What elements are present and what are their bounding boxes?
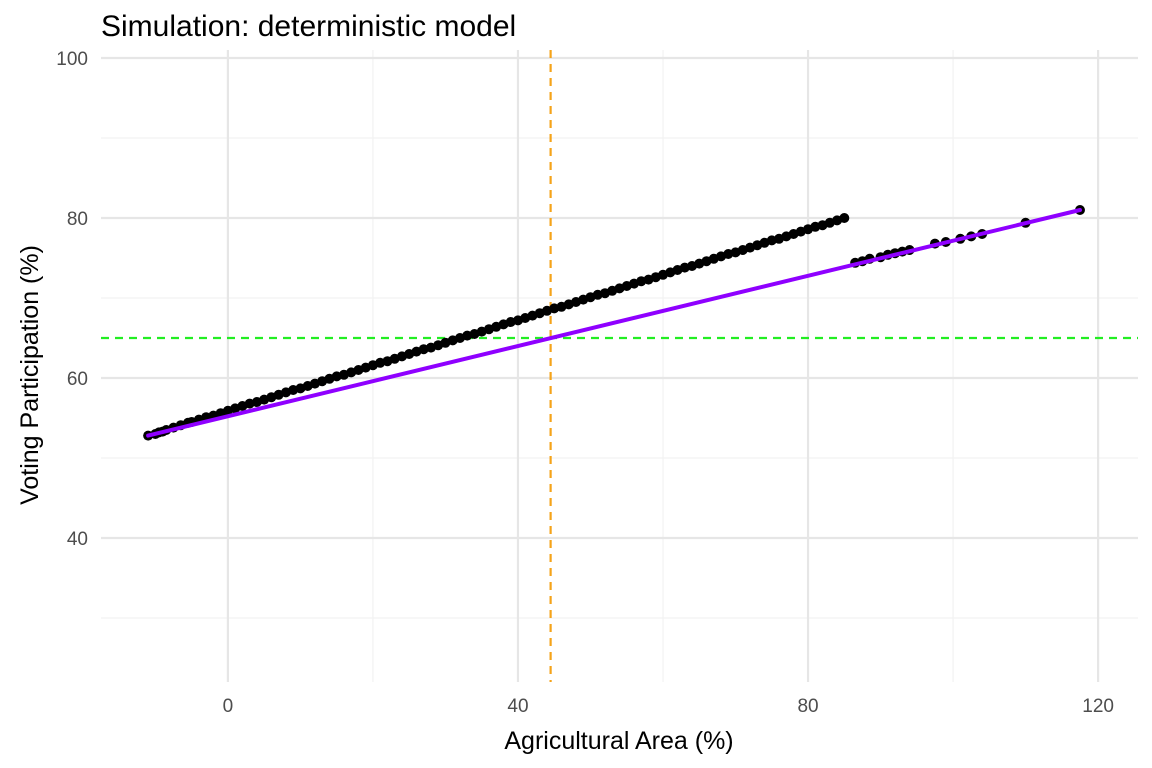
grid-layer xyxy=(101,50,1138,682)
y-tick-label: 40 xyxy=(67,529,88,550)
y-axis-title: Voting Participation (%) xyxy=(16,245,44,505)
y-tick-label: 80 xyxy=(67,209,88,230)
x-tick-label: 80 xyxy=(797,696,818,717)
y-tick-label: 100 xyxy=(56,49,88,70)
chart-title: Simulation: deterministic model xyxy=(101,10,517,43)
x-tick-label: 120 xyxy=(1082,696,1114,717)
x-axis-title: Agricultural Area (%) xyxy=(504,727,733,755)
y-tick-label: 60 xyxy=(67,369,88,390)
tick-labels: 0 40 80 120 40 60 80 100 xyxy=(56,49,1114,717)
fit-line xyxy=(146,208,1082,438)
x-tick-label: 40 xyxy=(507,696,528,717)
x-tick-label: 0 xyxy=(223,696,234,717)
data-point xyxy=(839,213,850,223)
reference-lines xyxy=(101,50,1138,682)
fit-line-layer xyxy=(146,208,1082,438)
